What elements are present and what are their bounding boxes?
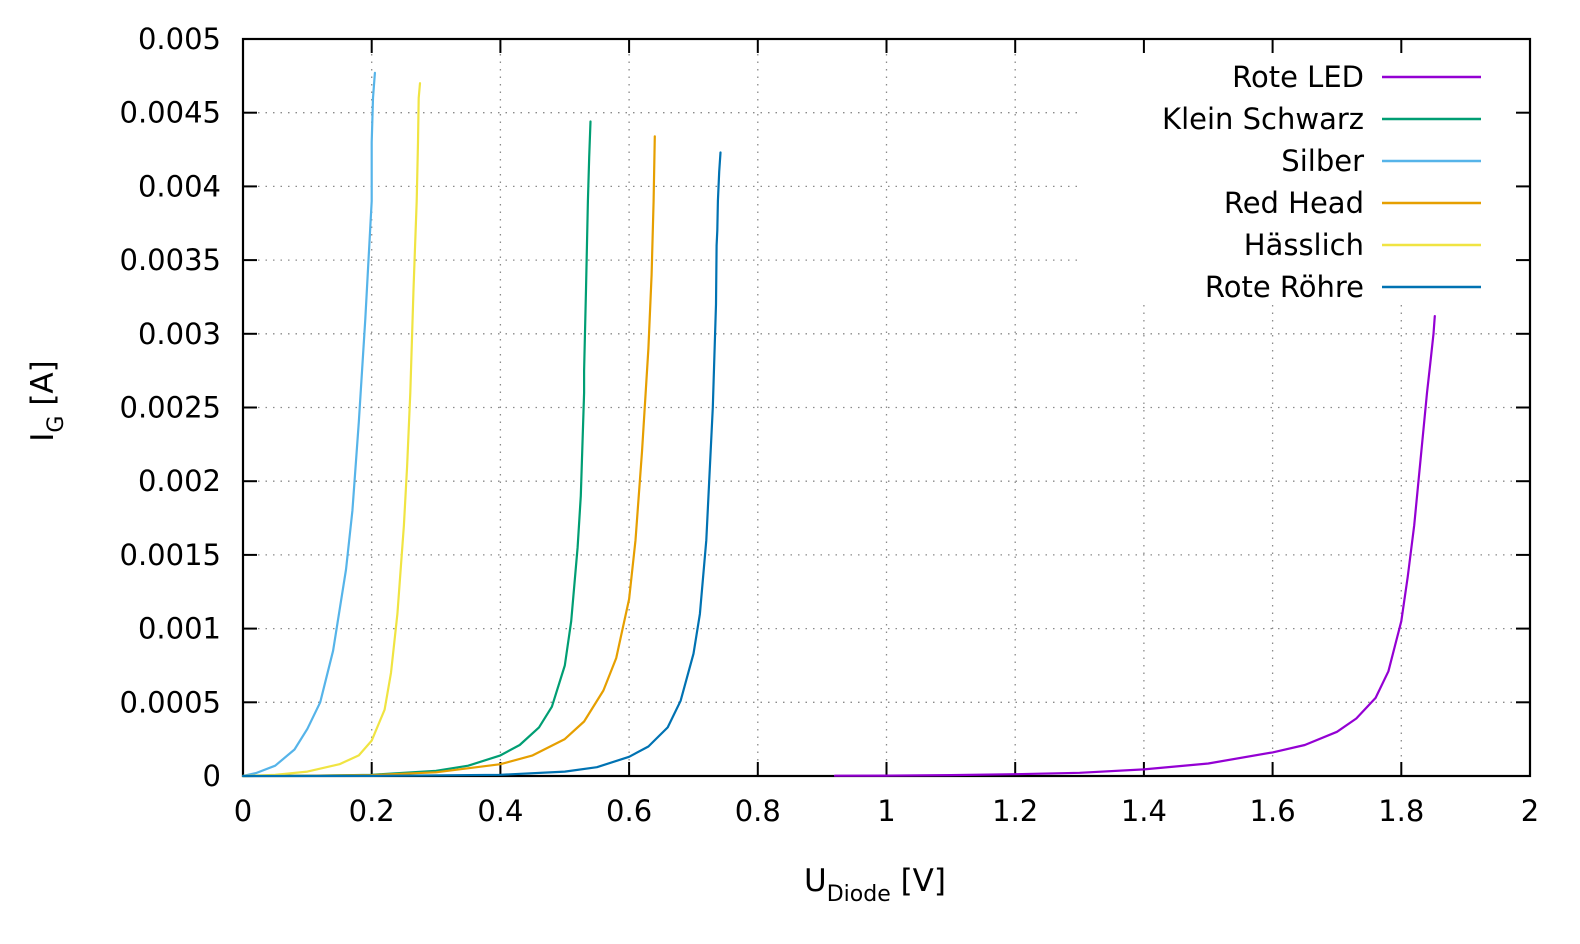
x-axis-label-main: U [804,863,827,899]
x-axis-label: UDiode [V] [804,863,946,907]
x-tick-label: 0.2 [349,794,395,828]
series-line-rote-r-hre [241,151,722,778]
legend: Rote LED Klein Schwarz Silber Red Head Hässl… [1162,60,1481,304]
x-axis-label-unit: [V] [891,863,946,899]
y-tick-label: 0.0035 [120,243,221,277]
y-tick-label: 0.0045 [120,96,221,130]
legend-label: Red Head [1224,186,1364,220]
x-tick-label: 1.8 [1378,794,1424,828]
x-tick-label: 1.4 [1121,794,1167,828]
x-tick-label: 1.6 [1250,794,1296,828]
x-tick-label: 0 [234,794,252,828]
y-axis-label-unit: [A] [25,360,61,415]
series-line-rote-led [833,315,1436,777]
y-tick-label: 0.004 [138,169,221,203]
x-tick-label: 2 [1521,794,1539,828]
series-line-klein-schwarz [241,120,592,778]
x-tick-labels: 0 0.2 0.4 0.6 0.8 1 1.2 1.4 1.6 1.8 2 [234,794,1539,828]
y-tick-labels: 0 0.0005 0.001 0.0015 0.002 0.0025 0.003 0.0035… [120,22,221,793]
y-tick-label: 0 [203,759,221,793]
y-tick-label: 0.002 [138,464,221,498]
x-tick-label: 0.6 [606,794,652,828]
y-axis-label-main: I [25,433,61,442]
x-tick-label: 0.8 [735,794,781,828]
y-tick-label: 0.005 [138,22,221,56]
y-axis-label-sub: G [44,416,69,433]
x-axis-label-sub: Diode [827,882,891,907]
y-tick-label: 0.001 [138,612,221,646]
grid [243,39,1530,776]
y-tick-label: 0.003 [138,317,221,351]
x-tick-label: 0.4 [477,794,523,828]
x-tick-label: 1.2 [992,794,1038,828]
legend-label: Klein Schwarz [1162,102,1364,136]
series-line-red-head [241,135,656,778]
legend-label: Rote Röhre [1205,270,1364,304]
legend-label: Rote LED [1232,60,1364,94]
legend-label: Hässlich [1244,228,1364,262]
series-lines [241,71,1436,778]
y-tick-label: 0.0005 [120,685,221,719]
series-line-silber [241,71,376,778]
series-line-h-sslich [241,82,422,778]
legend-label: Silber [1281,144,1364,178]
x-tick-label: 1 [877,794,895,828]
y-axis-label: IG [A] [25,360,69,441]
y-tick-label: 0.0025 [120,391,221,425]
y-tick-label: 0.0015 [120,538,221,572]
